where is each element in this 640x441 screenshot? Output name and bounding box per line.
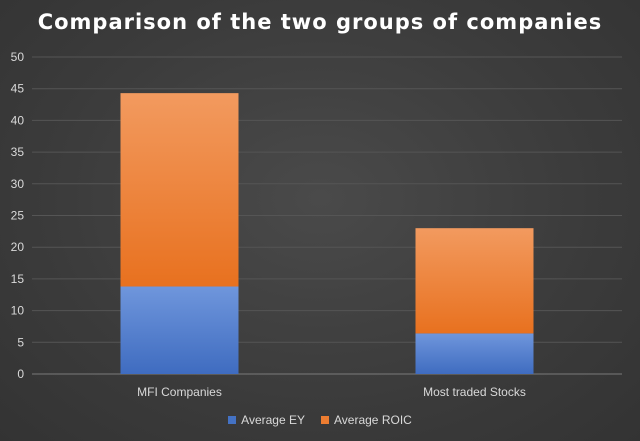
y-tick-label-45: 45: [11, 82, 25, 96]
x-tick-label-most-traded-stocks: Most traded Stocks: [423, 385, 526, 399]
y-tick-label-50: 50: [11, 50, 25, 64]
x-tick-label-mfi-companies: MFI Companies: [137, 385, 222, 399]
y-tick-label-15: 15: [11, 272, 25, 286]
legend-label-average-roic: Average ROIC: [334, 413, 412, 427]
chart-title: Comparison of the two groups of companie…: [37, 10, 603, 34]
y-tick-label-0: 0: [17, 367, 24, 381]
legend-swatch-average-roic: [321, 416, 329, 424]
y-tick-label-40: 40: [11, 113, 25, 127]
bar-average-roic-mfi-companies: [120, 93, 239, 287]
y-tick-label-20: 20: [11, 240, 25, 254]
y-axis-ticks: 0 5 10 15 20 25 30 35 40 45 50: [11, 50, 25, 381]
y-tick-label-35: 35: [11, 145, 25, 159]
y-tick-label-30: 30: [11, 177, 25, 191]
bar-average-ey-most-traded-stocks: [415, 333, 534, 374]
x-axis-ticks: MFI Companies Most traded Stocks: [137, 385, 526, 399]
y-tick-label-5: 5: [17, 335, 24, 349]
legend: Average EY Average ROIC: [0, 413, 640, 427]
bar-average-ey-mfi-companies: [120, 286, 239, 374]
legend-swatch-average-ey: [228, 416, 237, 424]
legend-label-average-ey: Average EY: [241, 413, 305, 427]
y-tick-label-10: 10: [11, 304, 25, 318]
y-tick-label-25: 25: [11, 209, 25, 223]
bars: [120, 93, 534, 374]
bar-average-roic-most-traded-stocks: [415, 228, 534, 334]
legend-item-average-ey: Average EY: [228, 413, 305, 427]
legend-item-average-roic: Average ROIC: [321, 413, 412, 427]
